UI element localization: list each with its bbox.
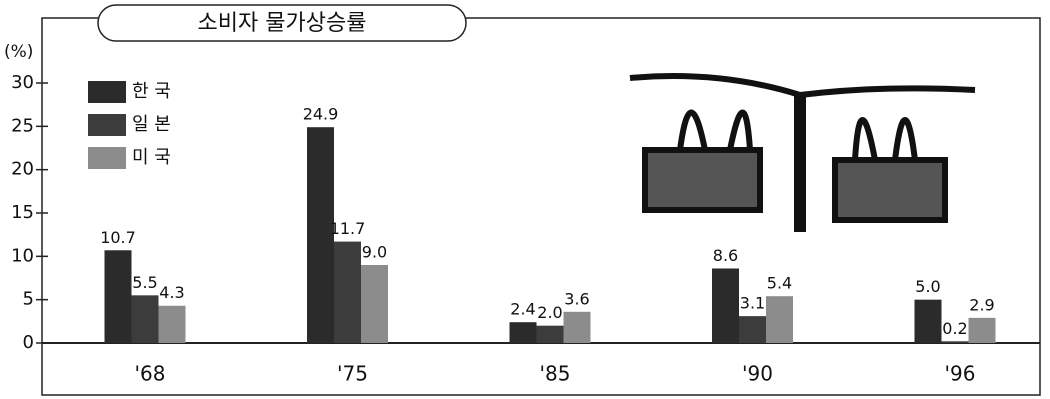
legend-label: 일 본 <box>132 114 171 135</box>
bar <box>712 268 739 343</box>
bar <box>104 250 132 343</box>
illustration <box>629 73 976 232</box>
bar <box>334 241 361 343</box>
value-label: 2.4 <box>510 300 535 319</box>
y-tick-label: 10 <box>11 245 34 266</box>
chart-title: 소비자 물가상승률 <box>198 11 367 36</box>
x-tick-label: '96 <box>945 362 976 386</box>
x-tick-label: '90 <box>742 362 773 386</box>
value-label: 5.5 <box>132 273 157 292</box>
legend-label: 한 국 <box>132 81 171 102</box>
title-box <box>97 4 467 42</box>
x-tick-label: '85 <box>540 362 571 386</box>
bar <box>941 341 969 343</box>
x-tick-label: '75 <box>337 362 368 386</box>
legend-swatch <box>88 81 126 103</box>
bar <box>158 305 186 343</box>
value-label: 9.0 <box>362 243 387 262</box>
frame <box>41 17 1041 396</box>
legend-swatch <box>88 147 126 169</box>
bar <box>968 317 996 343</box>
value-label: 10.7 <box>100 228 136 247</box>
bar <box>563 311 591 343</box>
value-label: 8.6 <box>713 246 738 265</box>
bar <box>361 265 388 343</box>
value-label: 5.0 <box>915 277 940 296</box>
y-tick-label: 20 <box>11 159 34 180</box>
y-tick-label: 25 <box>11 115 34 136</box>
legend-label: 미 국 <box>132 147 171 168</box>
bar <box>307 127 334 343</box>
value-label: 2.9 <box>969 295 994 314</box>
value-label: 3.1 <box>740 294 765 313</box>
bar <box>131 295 159 343</box>
value-label: 3.6 <box>564 289 589 308</box>
value-label: 24.9 <box>303 105 339 124</box>
y-tick-label: 30 <box>11 72 34 93</box>
y-tick-label: 0 <box>23 332 34 353</box>
value-label: 5.4 <box>767 274 792 293</box>
bar <box>766 296 793 343</box>
y-axis-label: (%) <box>4 42 33 62</box>
value-label: 2.0 <box>537 303 562 322</box>
bar <box>739 316 766 343</box>
bar <box>536 325 564 343</box>
y-tick-label: 15 <box>11 202 34 223</box>
x-tick-label: '68 <box>135 362 166 386</box>
bar <box>509 322 537 343</box>
value-label: 0.2 <box>942 319 967 338</box>
y-tick-label: 5 <box>23 289 34 310</box>
legend-swatch <box>88 114 126 136</box>
value-label: 11.7 <box>330 219 366 238</box>
bar <box>914 299 942 343</box>
value-label: 4.3 <box>159 283 184 302</box>
